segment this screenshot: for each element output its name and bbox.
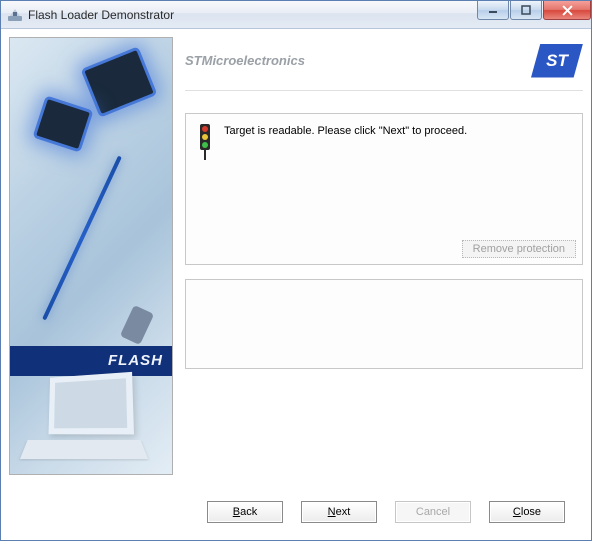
laptop-graphic [16,374,166,468]
sidebar-graphic: FLASH [9,37,173,475]
client-area: FLASH STMicroelectronics ST [1,29,591,540]
next-hotkey: N [328,506,336,518]
app-window: Flash Loader Demonstrator FLASH [0,0,592,541]
cable-graphic [42,156,122,321]
company-name: STMicroelectronics [185,53,531,68]
app-icon [7,7,23,23]
window-controls [476,1,591,28]
status-row: Target is readable. Please click "Next" … [196,124,572,165]
back-button[interactable]: Back [207,501,283,523]
info-panel [185,279,583,369]
cancel-label: Cancel [416,506,450,518]
traffic-light-icon [196,124,214,165]
close-wizard-button[interactable]: Close [489,501,565,523]
upper-area: FLASH STMicroelectronics ST [9,37,583,490]
plug-graphic [120,305,154,345]
maximize-button[interactable] [510,1,542,20]
status-message: Target is readable. Please click "Next" … [224,124,467,137]
st-logo: ST [531,44,583,78]
titlebar[interactable]: Flash Loader Demonstrator [1,1,591,29]
brand-row: STMicroelectronics ST [185,37,583,91]
status-panel: Target is readable. Please click "Next" … [185,113,583,265]
wizard-buttons: Back Next Cancel Close [9,490,583,532]
flash-banner: FLASH [10,346,172,376]
remove-protection-button: Remove protection [462,240,576,258]
close-hotkey: C [513,506,521,518]
chip-icon [32,95,93,152]
cancel-button: Cancel [395,501,471,523]
close-button[interactable] [543,1,591,20]
main-panel: STMicroelectronics ST [173,37,583,490]
minimize-button[interactable] [477,1,509,20]
next-button[interactable]: Next [301,501,377,523]
back-hotkey: B [233,506,240,518]
chip-icon [81,46,158,117]
window-title: Flash Loader Demonstrator [28,8,476,22]
